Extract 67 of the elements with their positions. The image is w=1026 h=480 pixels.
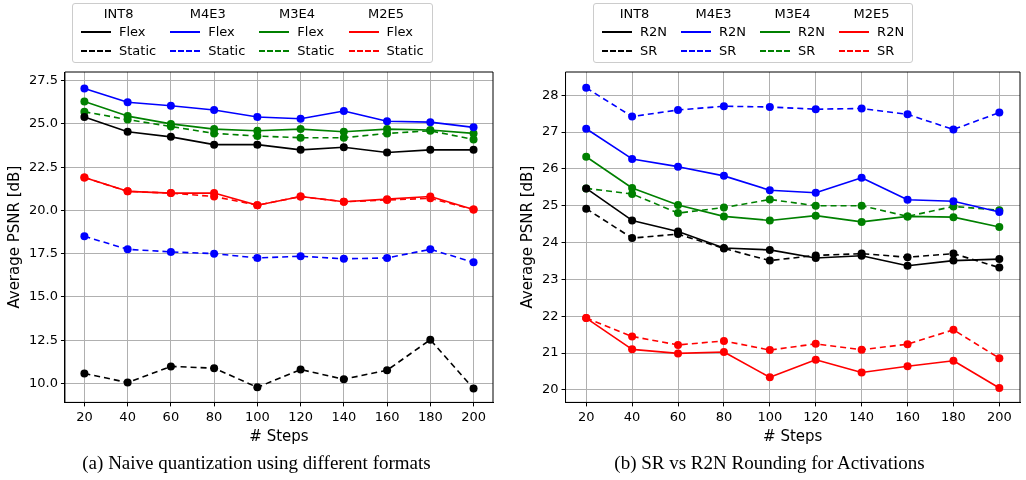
y-tick-label: 20 bbox=[542, 381, 559, 397]
x-tick-label: 20 bbox=[76, 408, 93, 424]
x-tick-label: 60 bbox=[669, 408, 687, 424]
x-tick-label: 160 bbox=[374, 408, 400, 424]
text: INT8 bbox=[618, 6, 651, 21]
y-tick-label: 10.0 bbox=[28, 374, 58, 390]
y-axis-title: Average PSNR [dB] bbox=[517, 165, 536, 309]
legend-label: Flex bbox=[208, 23, 235, 41]
text: M3E4 bbox=[277, 6, 316, 21]
y-tick-label: 22.5 bbox=[28, 158, 58, 174]
y-tick-label: 23 bbox=[542, 270, 559, 286]
legend-label: R2N bbox=[798, 23, 826, 41]
x-tick-label: 180 bbox=[941, 408, 966, 424]
legend-label: Static bbox=[297, 42, 335, 60]
legend-label: SR bbox=[877, 42, 895, 60]
text: M2E5 bbox=[852, 6, 891, 21]
x-tick-label: 140 bbox=[331, 408, 357, 424]
y-tick-label: 21 bbox=[542, 344, 559, 360]
y-tick-label: 27 bbox=[542, 123, 559, 139]
y-tick-label: 22 bbox=[542, 307, 559, 323]
legend-label: Flex bbox=[386, 23, 414, 41]
text: (b) SR vs R2N Rounding for Activations bbox=[613, 452, 926, 474]
y-tick-label: 15.0 bbox=[28, 288, 58, 304]
text: M3E4 bbox=[773, 6, 812, 21]
y-tick-label: 27.5 bbox=[28, 72, 58, 88]
x-tick-label: 60 bbox=[162, 408, 180, 424]
y-tick-label: 17.5 bbox=[28, 245, 58, 261]
legend-label: Static bbox=[119, 42, 157, 60]
y-tick-label: 26 bbox=[542, 160, 559, 176]
x-tick-label: 40 bbox=[119, 408, 136, 424]
legend-label: SR bbox=[719, 42, 737, 60]
x-tick-label: 180 bbox=[417, 408, 443, 424]
x-tick-label: 100 bbox=[244, 408, 270, 424]
y-tick-label: 20.0 bbox=[28, 201, 58, 217]
legend-label: Static bbox=[386, 42, 424, 60]
text: M2E5 bbox=[367, 6, 406, 21]
x-tick-label: 200 bbox=[461, 408, 486, 424]
x-tick-label: 200 bbox=[986, 408, 1012, 424]
x-tick-label: 80 bbox=[715, 408, 733, 424]
legend-label: R2N bbox=[719, 23, 747, 41]
y-tick-label: 25.0 bbox=[28, 115, 58, 131]
x-tick-label: 120 bbox=[288, 408, 314, 424]
x-tick-label: 80 bbox=[205, 408, 223, 424]
legend-label: Flex bbox=[297, 23, 324, 41]
text: (a) Naive quantization using different formats bbox=[81, 452, 432, 474]
legend-label: SR bbox=[798, 42, 816, 60]
text: INT8 bbox=[102, 6, 135, 21]
x-tick-label: 160 bbox=[895, 408, 920, 424]
x-tick-label: 100 bbox=[757, 408, 783, 424]
y-tick-label: 28 bbox=[542, 86, 559, 102]
x-axis-title: # Steps bbox=[763, 426, 823, 445]
x-tick-label: 140 bbox=[849, 408, 875, 424]
x-tick-label: 120 bbox=[803, 408, 829, 424]
y-tick-label: 24 bbox=[542, 233, 559, 249]
legend-label: SR bbox=[640, 42, 658, 60]
y-axis-title: Average PSNR [dB] bbox=[4, 165, 23, 309]
y-tick-label: 25 bbox=[542, 197, 559, 213]
text: M4E3 bbox=[188, 6, 227, 21]
x-tick-label: 20 bbox=[577, 408, 595, 424]
y-tick-label: 12.5 bbox=[28, 331, 58, 347]
legend-label: Static bbox=[208, 42, 246, 60]
legend-label: R2N bbox=[877, 23, 905, 41]
x-axis-title: # Steps bbox=[249, 426, 309, 445]
x-tick-label: 40 bbox=[623, 408, 641, 424]
text: M4E3 bbox=[694, 6, 733, 21]
legend-label: Flex bbox=[119, 23, 146, 41]
legend-label: R2N bbox=[640, 23, 668, 41]
